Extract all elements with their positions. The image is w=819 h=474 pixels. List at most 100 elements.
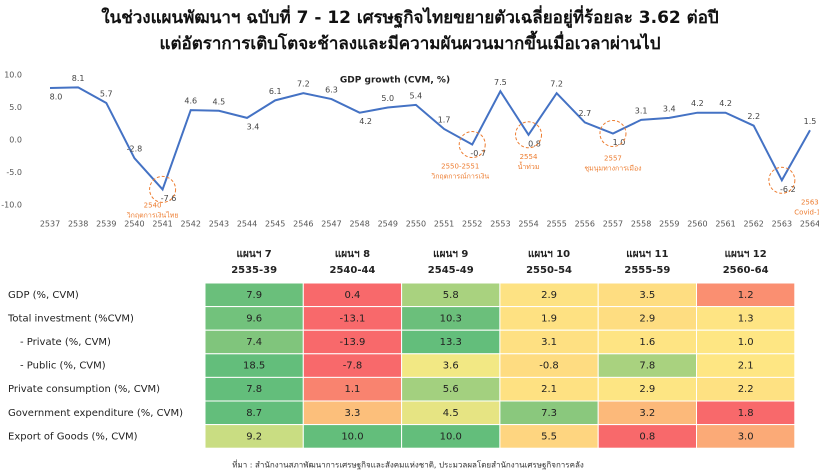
highlight-circle (599, 120, 627, 147)
data-label: 4.2 (359, 117, 372, 126)
row-label: Government expenditure (%, CVM) (8, 408, 183, 419)
data-label: 6.1 (269, 87, 282, 96)
cell-value: 2.2 (738, 384, 754, 395)
column-name: แผนฯ 9 (433, 249, 468, 260)
x-tick-label: 2542 (181, 220, 201, 229)
source: ที่มา : สำนักงานสภาพัฒนาการเศรษฐกิจและสั… (232, 459, 584, 470)
x-tick-label: 2551 (434, 220, 454, 229)
data-label: 4.5 (213, 97, 226, 106)
row-label: Private consumption (%, CVM) (8, 384, 160, 395)
x-tick-label: 2543 (209, 220, 229, 229)
x-tick-label: 2557 (603, 220, 623, 229)
data-label: 0.8 (528, 139, 541, 148)
annotation-text: วิกฤตการณ์การเงิน (431, 173, 489, 181)
column-period: 2540-44 (329, 265, 375, 276)
x-tick-label: 2550 (406, 220, 426, 229)
x-tick-label: 2555 (546, 220, 566, 229)
column-period: 2555-59 (624, 265, 670, 276)
column-name: แผนฯ 8 (335, 249, 370, 260)
x-tick-label: 2545 (265, 220, 285, 229)
column-period: 2535-39 (231, 265, 277, 276)
y-tick-label: 10.0 (4, 71, 22, 80)
data-label: 8.1 (72, 74, 85, 83)
data-label: 4.2 (719, 99, 732, 108)
data-label: 3.4 (663, 104, 676, 113)
cell-value: -13.9 (340, 337, 366, 348)
row-label: Export of Goods (%, CVM) (8, 431, 138, 442)
cell-value: 9.6 (246, 313, 262, 324)
cell-value: 7.8 (246, 384, 262, 395)
y-tick-label: -10.0 (1, 201, 22, 210)
cell-value: 1.8 (738, 408, 754, 419)
highlight-circle (458, 131, 486, 159)
column-period: 2545-49 (428, 265, 474, 276)
data-label: 5.4 (410, 91, 423, 100)
cell-value: -7.8 (343, 361, 363, 372)
cell-value: 9.2 (246, 431, 262, 442)
x-tick-label: 2539 (96, 220, 116, 229)
row-label: GDP (%, CVM) (8, 290, 79, 301)
x-tick-label: 2558 (631, 220, 651, 229)
x-tick-label: 2556 (575, 220, 595, 229)
annotation-year: 2550-2551 (441, 163, 479, 171)
x-tick-label: 2547 (321, 220, 341, 229)
data-label: -2.8 (127, 145, 143, 154)
cell-value: 4.5 (443, 408, 459, 419)
annotation-year: 2540 (144, 201, 162, 209)
column-period: 2560-64 (723, 265, 769, 276)
column-name: แผนฯ 10 (528, 249, 570, 260)
annotation-text: น้ำท่วม (518, 160, 540, 171)
data-label: 8.0 (50, 93, 63, 102)
data-label: -7.6 (161, 194, 177, 203)
data-label: 3.1 (635, 106, 648, 115)
x-tick-label: 2537 (40, 220, 60, 229)
cell-value: 1.9 (541, 313, 557, 324)
data-label: -0.7 (470, 149, 486, 158)
cell-value: 0.8 (639, 431, 655, 442)
cell-value: 1.0 (738, 337, 754, 348)
annotation-text: ชุมนุมทางการเมือง (584, 165, 641, 173)
title-line: ในช่วงแผนพัฒนาฯ ฉบับที่ 7 - 12 เศรษฐกิจไ… (101, 5, 719, 29)
cell-value: 8.7 (246, 408, 262, 419)
data-label: 3.4 (247, 122, 260, 131)
annotation-text: Covid-19 (794, 208, 819, 216)
data-label: 4.2 (691, 99, 704, 108)
cell-value: 3.3 (344, 408, 360, 419)
cell-value: 5.6 (443, 384, 459, 395)
cell-value: 2.9 (639, 313, 655, 324)
x-tick-label: 2538 (68, 220, 88, 229)
cell-value: 3.1 (541, 337, 557, 348)
cell-value: 10.0 (341, 431, 363, 442)
data-label: -6.2 (780, 185, 796, 194)
cell-value: -13.1 (340, 313, 366, 324)
cell-value: 0.4 (344, 290, 360, 301)
annotation-year: 2563 (801, 198, 819, 206)
data-label: 1.0 (613, 138, 626, 147)
data-label: 1.7 (438, 115, 451, 124)
highlight-circle (768, 166, 796, 194)
y-tick-label: 5.0 (9, 103, 22, 112)
data-label: 7.2 (297, 80, 310, 89)
highlight-circle (149, 175, 177, 203)
row-label: - Public (%, CVM) (20, 361, 106, 372)
y-tick-label: -5.0 (6, 168, 22, 177)
cell-value: 1.1 (344, 384, 360, 395)
x-tick-label: 2561 (715, 220, 735, 229)
x-tick-label: 2562 (744, 220, 764, 229)
x-tick-label: 2554 (518, 220, 538, 229)
x-tick-label: 2563 (772, 220, 792, 229)
row-label: - Private (%, CVM) (20, 337, 111, 348)
cell-value: 7.4 (246, 337, 262, 348)
column-name: แผนฯ 11 (626, 249, 668, 260)
y-tick-label: 0.0 (9, 136, 22, 145)
cell-value: 10.0 (440, 431, 462, 442)
cell-value: -0.8 (539, 361, 559, 372)
x-tick-label: 2540 (124, 220, 144, 229)
cell-value: 18.5 (243, 361, 265, 372)
cell-value: 1.3 (738, 313, 754, 324)
data-label: 5.0 (381, 94, 394, 103)
x-tick-label: 2546 (293, 220, 313, 229)
cell-value: 7.9 (246, 290, 262, 301)
cell-value: 5.5 (541, 431, 557, 442)
